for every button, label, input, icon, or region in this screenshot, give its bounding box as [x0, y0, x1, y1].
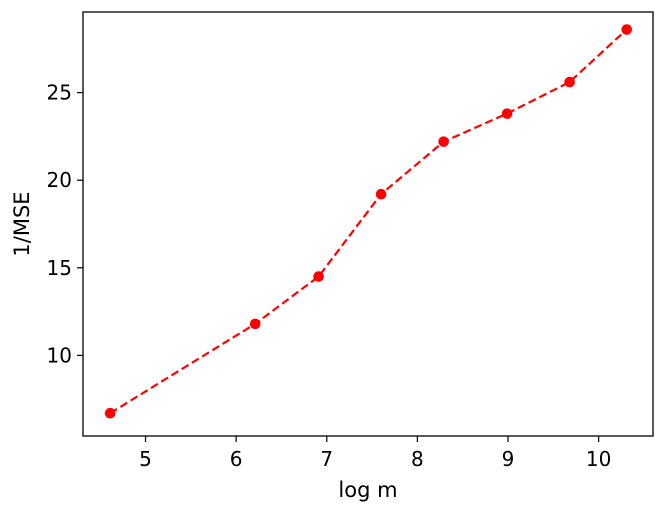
x-tick-label: 7 — [320, 447, 333, 471]
x-axis-ticks: 5 6 7 8 9 10 — [139, 436, 611, 471]
x-tick-label: 9 — [502, 447, 515, 471]
x-tick-label: 8 — [411, 447, 424, 471]
plot-frame — [82, 11, 654, 437]
data-point — [501, 108, 513, 119]
y-axis-label: 1/MSE — [10, 191, 34, 256]
y-tick-label: 20 — [47, 168, 72, 192]
series-line — [109, 28, 628, 415]
data-point — [438, 136, 449, 147]
y-tick-label: 10 — [47, 343, 72, 367]
y-tick-label: 15 — [47, 256, 72, 280]
y-tick-label: 25 — [47, 81, 72, 105]
x-tick-label: 10 — [586, 447, 611, 471]
data-point — [104, 407, 116, 419]
data-point — [564, 76, 575, 88]
plot-area — [104, 24, 633, 419]
data-point — [249, 318, 261, 330]
data-point — [313, 271, 324, 282]
data-point — [375, 188, 387, 200]
data-point — [621, 24, 633, 35]
x-tick-label: 5 — [139, 447, 152, 471]
x-tick-label: 6 — [230, 447, 243, 471]
x-axis-label: log m — [338, 478, 397, 502]
y-axis-ticks: 10 15 20 25 — [47, 81, 83, 367]
